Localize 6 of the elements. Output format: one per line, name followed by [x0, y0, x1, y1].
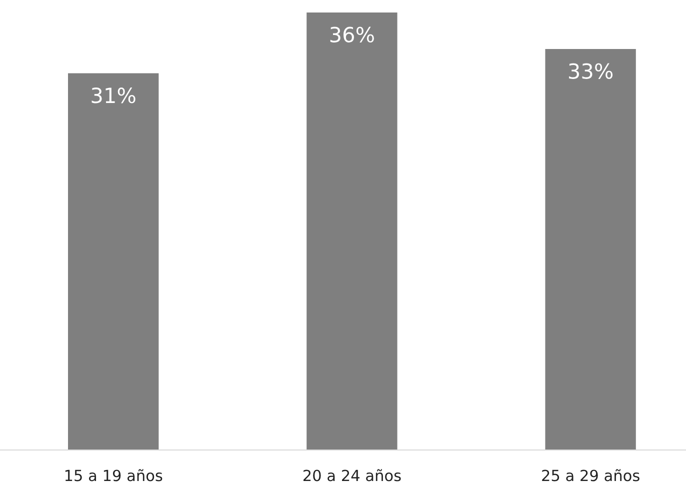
x-tick-label: 20 a 24 años [303, 469, 401, 482]
data-label: 31% [92, 88, 136, 104]
data-label: 36% [330, 26, 374, 43]
data-label: 33% [568, 63, 613, 79]
x-tick-label: 25 a 29 años [542, 469, 640, 482]
x-tick-label: 15 a 19 años [65, 469, 162, 482]
